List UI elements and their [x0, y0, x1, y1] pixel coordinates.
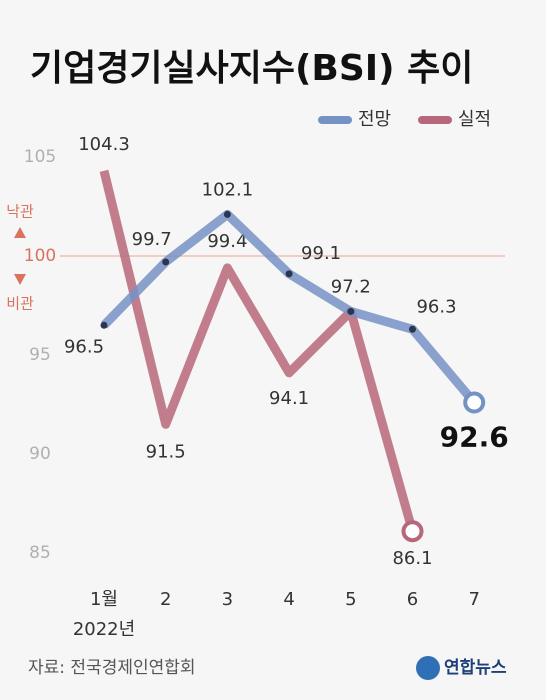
y-tick-label: 95	[29, 345, 51, 365]
legend-label: 전망	[358, 109, 391, 130]
source: 자료: 전국경제인연합회	[28, 658, 196, 678]
x-tick-label: 5	[345, 589, 356, 610]
logo-icon	[416, 656, 440, 680]
x-tick-label: 1월	[90, 589, 118, 610]
data-label: 99.7	[132, 229, 172, 250]
chart-title: 기업경기실사지수(BSI) 추이	[30, 48, 473, 89]
data-label: 99.1	[301, 243, 341, 264]
point	[347, 307, 355, 315]
legend-label: 실적	[458, 109, 491, 130]
y-tick-label: 100	[24, 246, 56, 266]
data-label: 99.4	[207, 231, 247, 252]
y-tick-label: 90	[29, 444, 51, 464]
end-marker	[401, 520, 424, 543]
point	[409, 325, 416, 333]
end-marker	[463, 391, 486, 414]
series-line	[99, 169, 417, 533]
data-label: 97.2	[331, 276, 371, 297]
data-label: 91.5	[146, 441, 186, 462]
arrow-up	[14, 227, 26, 238]
point	[223, 210, 231, 218]
y-tick-label: 105	[24, 147, 56, 167]
data-label: 104.3	[78, 134, 130, 155]
x-tick-label: 6	[407, 589, 418, 610]
data-label: 96.3	[416, 296, 456, 317]
point	[100, 321, 108, 329]
x-tick-label: 2	[160, 589, 171, 610]
x-note: 2022년	[73, 619, 135, 640]
x-tick-label: 7	[468, 589, 479, 610]
logo: 연합뉴스	[444, 657, 507, 678]
data-label: 102.1	[202, 179, 254, 200]
annotation: 비관	[6, 295, 34, 313]
y-tick-label: 85	[29, 543, 51, 563]
point	[285, 270, 293, 278]
data-label: 86.1	[392, 548, 432, 569]
data-label: 94.1	[269, 388, 309, 409]
x-tick-label: 4	[283, 589, 294, 610]
point	[162, 258, 170, 266]
annotation: 낙관	[6, 203, 34, 221]
arrow-down	[14, 274, 26, 285]
data-label: 96.5	[64, 336, 104, 357]
x-tick-label: 3	[222, 589, 233, 610]
data-label: 92.6	[440, 421, 509, 454]
